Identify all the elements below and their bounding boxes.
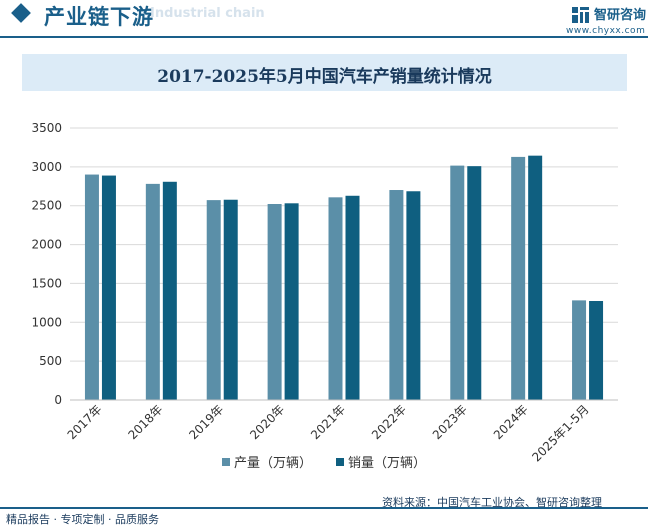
production-bar (511, 156, 526, 400)
source-note: 资料来源：中国汽车工业协会、智研咨询整理 (382, 496, 602, 509)
sales-bar (284, 203, 299, 400)
x-tick-label: 2024年 (491, 402, 531, 442)
x-tick-label: 2020年 (247, 402, 287, 442)
y-tick-label: 3500 (31, 121, 62, 135)
production-bar (84, 174, 99, 400)
y-tick-label: 2000 (31, 238, 62, 252)
production-bar (206, 200, 221, 400)
y-tick-label: 1500 (31, 276, 62, 290)
y-tick-label: 0 (54, 393, 62, 407)
legend-production-swatch (222, 458, 230, 466)
section-title: 产业链下游 (44, 5, 154, 29)
production-bar (450, 165, 465, 400)
header-divider (0, 36, 648, 38)
legend-sales-swatch (336, 458, 344, 466)
sales-bar (467, 166, 482, 400)
chyxx-logo-icon (572, 7, 589, 23)
sales-bar (406, 191, 421, 400)
x-tick-label: 2022年 (369, 402, 409, 442)
sales-bar (345, 195, 360, 400)
sales-bar (589, 300, 604, 400)
production-bar (572, 300, 587, 400)
x-tick-label: 2023年 (430, 402, 470, 442)
sales-bar (101, 175, 116, 400)
chart-title: 2017-2025年5月中国汽车产销量统计情况 (157, 67, 492, 87)
y-tick-label: 1000 (31, 315, 62, 329)
bar-chart: 0 500 1000 1500 2000 2500 3000 3500 2017年 2018年 20… (31, 121, 618, 471)
x-tick-label: 2019年 (186, 402, 226, 442)
header-watermark-text: Industrial chain (150, 6, 265, 21)
y-tick-label: 500 (39, 354, 62, 368)
production-bar (267, 204, 282, 400)
logo-name: 智研咨询 (594, 8, 647, 23)
diamond-icon (11, 3, 31, 23)
logo-url: www.chyxx.com (566, 26, 646, 36)
x-tick-label: 2025年1-5月 (529, 402, 591, 464)
production-bar (145, 183, 160, 400)
x-tick-label: 2017年 (65, 402, 105, 442)
legend-production-label: 产量（万辆） (234, 456, 312, 471)
production-bar (389, 190, 404, 400)
footer-slogan: 精品报告 · 专项定制 · 品质服务 (6, 513, 159, 526)
legend-sales-label: 销量（万辆） (348, 456, 426, 471)
page-header: 产业链下游 Industrial chain 智研咨询 www.chyxx.co… (0, 0, 648, 36)
footer-divider (0, 507, 648, 509)
chart-title-banner: 2017-2025年5月中国汽车产销量统计情况 (22, 54, 627, 91)
y-tick-label: 3000 (31, 160, 62, 174)
x-tick-label: 2018年 (125, 402, 165, 442)
sales-bar (223, 199, 238, 400)
sales-bar (162, 181, 177, 400)
sales-bar (528, 155, 543, 400)
y-tick-label: 2500 (31, 199, 62, 213)
x-tick-label: 2021年 (308, 402, 348, 442)
production-bar (328, 197, 343, 400)
